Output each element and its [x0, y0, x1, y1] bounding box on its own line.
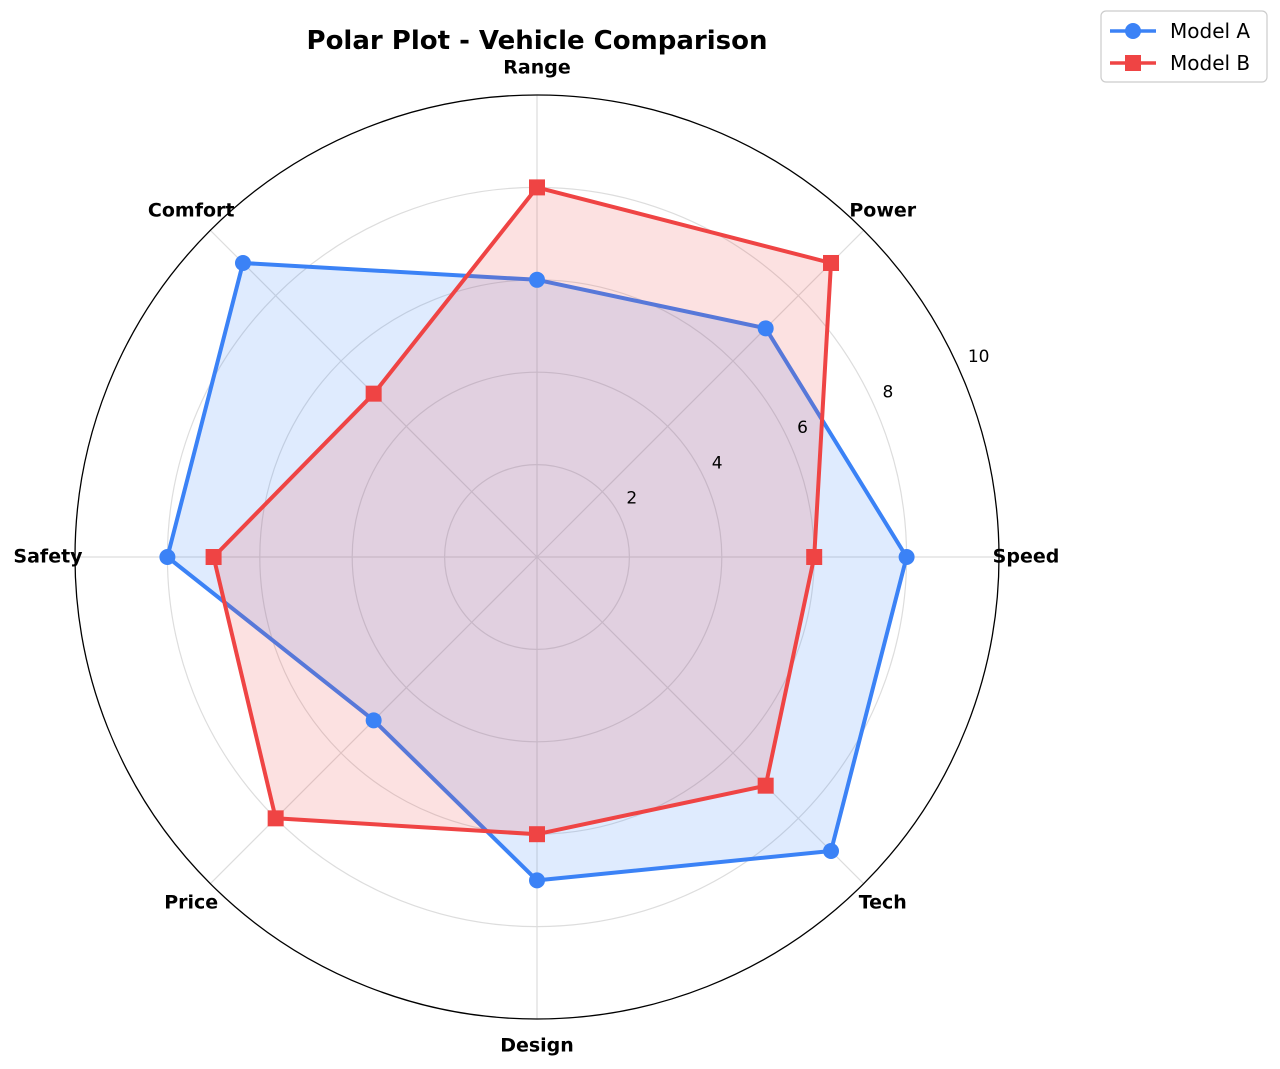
category-label-design: Design	[500, 1035, 574, 1057]
spoke-power	[536, 229, 865, 558]
data-point-model-b-design	[529, 826, 545, 843]
data-point-model-b-power	[823, 254, 840, 271]
data-point-model-a-range	[529, 271, 545, 288]
label-layer: 2 4 6 8 10 Speed Power Range Comfort Safety Price D…	[13, 57, 1059, 1057]
data-point-model-b-tech	[757, 777, 774, 794]
data-point-model-a-design	[529, 872, 545, 889]
spoke-tech	[536, 556, 865, 885]
legend-marker-model-b	[1125, 55, 1141, 71]
data-point-model-b-price	[267, 810, 284, 827]
r-tick-label-6: 6	[797, 418, 808, 438]
legend: Model A Model B	[1100, 10, 1268, 83]
legend-marker-model-a	[1125, 23, 1141, 39]
data-point-model-a-power	[757, 320, 774, 337]
r-tick-label-4: 4	[712, 453, 723, 473]
legend-label-model-a: Model A	[1170, 19, 1250, 43]
category-label-tech: Tech	[859, 891, 907, 913]
series-layer	[159, 179, 915, 889]
category-label-price: Price	[164, 891, 218, 913]
chart-title: Polar Plot - Vehicle Comparison	[307, 26, 768, 56]
data-point-model-b-safety	[205, 549, 222, 565]
data-point-model-b-range	[529, 179, 545, 196]
category-label-power: Power	[849, 200, 916, 222]
r-tick-label-8: 8	[882, 383, 893, 403]
series-area-model-b	[213, 187, 832, 835]
r-tick-label-10: 10	[968, 347, 990, 367]
legend-label-model-b: Model B	[1170, 51, 1250, 75]
data-point-model-b-comfort	[365, 385, 382, 402]
category-label-safety: Safety	[13, 546, 83, 568]
category-label-range: Range	[503, 57, 570, 79]
data-point-model-a-tech	[823, 843, 840, 860]
data-point-model-a-comfort	[234, 254, 251, 271]
category-label-speed: Speed	[993, 546, 1060, 568]
data-point-model-a-safety	[159, 549, 176, 565]
data-point-model-a-speed	[898, 549, 915, 565]
category-label-comfort: Comfort	[148, 200, 235, 222]
data-point-model-b-speed	[806, 549, 823, 565]
data-point-model-a-price	[365, 712, 382, 729]
r-tick-label-2: 2	[626, 489, 637, 509]
outer-frame-circle	[74, 94, 1000, 1020]
